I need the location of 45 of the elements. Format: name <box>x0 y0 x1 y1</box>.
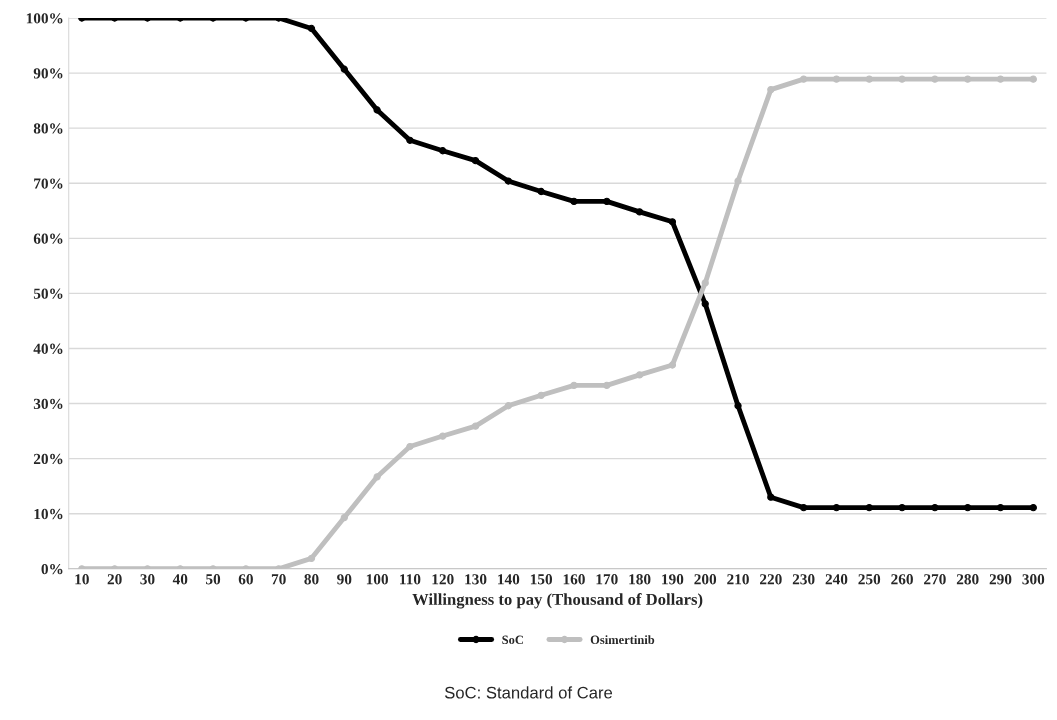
x-tick-label: 70 <box>271 574 286 585</box>
x-tick-label: 210 <box>727 574 749 585</box>
y-tick-label: 20% <box>33 453 63 465</box>
x-tick-label: 110 <box>400 574 421 585</box>
x-tick-label: 60 <box>238 574 253 585</box>
x-tick-label: 150 <box>530 574 553 585</box>
x-tick-label: 10 <box>75 574 89 585</box>
y-tick-label: 40% <box>33 343 63 354</box>
text: SoC: Standard of Care <box>444 686 613 699</box>
x-tick-label: 300 <box>1022 574 1045 585</box>
y-tick-label: 0% <box>41 563 63 575</box>
y-tick-label: 50% <box>33 288 63 299</box>
x-tick-label: 290 <box>989 574 1012 585</box>
x-tick-label: 280 <box>956 574 979 585</box>
x-tick-label: 80 <box>304 574 319 585</box>
x-tick-label: 200 <box>694 574 717 585</box>
y-tick-label: 90% <box>33 68 63 79</box>
x-tick-label: 160 <box>563 574 585 585</box>
y-tick-label: 10% <box>34 508 63 520</box>
x-tick-label: 40 <box>172 574 188 585</box>
legend-label: Osimertinib <box>590 635 655 644</box>
x-tick-label: 140 <box>498 574 520 585</box>
x-tick-label: 120 <box>432 574 454 585</box>
x-axis-title: Willingness to pay (Thousand of Dollars) <box>412 593 703 609</box>
x-tick-label: 190 <box>662 574 684 585</box>
y-tick-label: 60% <box>33 233 63 244</box>
y-tick-label: 100% <box>26 13 63 24</box>
x-tick-label: 170 <box>596 574 618 585</box>
x-tick-label: 90 <box>337 574 352 585</box>
x-tick-label: 50 <box>206 574 221 585</box>
x-tick-label: 260 <box>891 574 913 585</box>
x-tick-label: 250 <box>858 574 881 585</box>
x-tick-label: 240 <box>825 574 848 585</box>
y-tick-label: 30% <box>33 398 63 410</box>
x-tick-label: 130 <box>465 574 487 585</box>
x-tick-label: 230 <box>792 574 815 585</box>
y-tick-label: 80% <box>33 123 63 134</box>
x-tick-label: 100 <box>366 574 388 585</box>
x-tick-label: 30 <box>140 574 155 585</box>
legend-label: SoC <box>502 635 523 644</box>
x-tick-label: 180 <box>629 574 651 585</box>
x-tick-label: 270 <box>924 574 946 585</box>
y-tick-label: 70% <box>34 178 63 189</box>
x-tick-label: 20 <box>107 574 122 585</box>
x-tick-label: 220 <box>760 574 782 585</box>
